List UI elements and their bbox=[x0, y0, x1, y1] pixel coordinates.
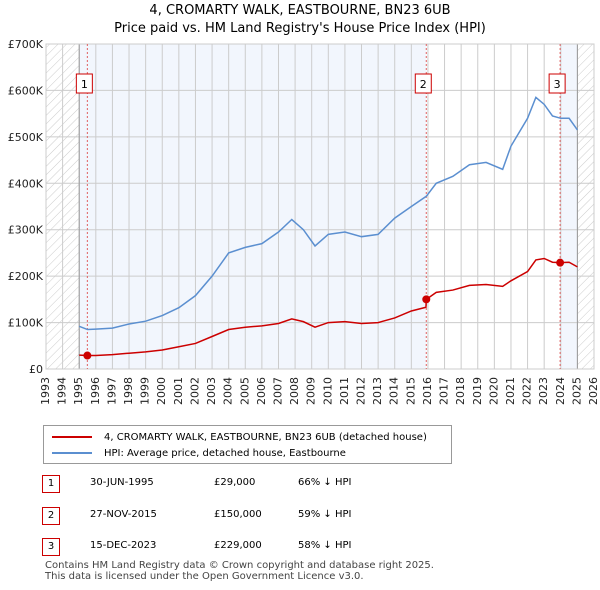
y-tick-label: £300K bbox=[8, 224, 44, 237]
legend-item-property: 4, CROMARTY WALK, EASTBOURNE, BN23 6UB (… bbox=[52, 430, 427, 444]
x-tick-label: 2026 bbox=[587, 377, 600, 405]
footer-line: This data is licensed under the Open Gov… bbox=[45, 571, 364, 582]
x-tick-label: 2016 bbox=[421, 377, 434, 405]
transaction-row: 1 30-JUN-1995 £29,000 66% ↓ HPI bbox=[0, 475, 600, 493]
price: £229,000 bbox=[214, 540, 262, 551]
x-tick-label: 1998 bbox=[122, 377, 135, 405]
x-tick-label: 2017 bbox=[438, 377, 451, 405]
marker-badge: 2 bbox=[42, 507, 60, 525]
transaction-row: 2 27-NOV-2015 £150,000 59% ↓ HPI bbox=[0, 507, 600, 525]
legend-swatch-blue bbox=[52, 452, 92, 454]
sale-label-box bbox=[414, 73, 432, 94]
x-tick-label: 2021 bbox=[504, 377, 517, 405]
x-tick-label: 2020 bbox=[487, 377, 500, 405]
x-tick-label: 2012 bbox=[355, 377, 368, 405]
chart-title: 4, CROMARTY WALK, EASTBOURNE, BN23 6UB P… bbox=[0, 2, 600, 38]
hpi-diff: 59% ↓ HPI bbox=[298, 509, 352, 520]
x-tick-label: 2011 bbox=[338, 377, 351, 405]
x-tick-label: 2010 bbox=[321, 377, 334, 405]
date: 30-JUN-1995 bbox=[90, 477, 154, 488]
x-tick-label: 2019 bbox=[471, 377, 484, 405]
x-tick-label: 2024 bbox=[554, 377, 567, 405]
legend-swatch-red bbox=[52, 436, 92, 438]
x-tick-label: 2025 bbox=[570, 377, 583, 405]
marker-badge: 1 bbox=[42, 475, 60, 493]
x-tick-label: 2004 bbox=[222, 377, 235, 405]
x-tick-label: 2009 bbox=[305, 377, 318, 405]
sale-point bbox=[422, 295, 431, 304]
y-tick-label: £700K bbox=[8, 38, 44, 51]
price: £29,000 bbox=[214, 477, 256, 488]
sale-point bbox=[83, 351, 92, 360]
sale-label: 2 bbox=[420, 78, 427, 91]
plot-border bbox=[45, 43, 595, 370]
x-tick-label: 1999 bbox=[139, 377, 152, 405]
series-line bbox=[79, 257, 578, 357]
date: 27-NOV-2015 bbox=[90, 509, 157, 520]
footer: Contains HM Land Registry data © Crown c… bbox=[45, 560, 434, 582]
legend-item-hpi: HPI: Average price, detached house, East… bbox=[52, 446, 346, 460]
x-tick-label: 2022 bbox=[521, 377, 534, 405]
plot-area: 1993 1994 1995 1996 1997 1998 1999 2000 2001 2002… bbox=[8, 38, 600, 405]
legend: 4, CROMARTY WALK, EASTBOURNE, BN23 6UB (… bbox=[43, 425, 452, 464]
subtitle-line: Price paid vs. HM Land Registry's House … bbox=[114, 21, 486, 36]
x-tick-label: 2003 bbox=[205, 377, 218, 405]
title-line: 4, CROMARTY WALK, EASTBOURNE, BN23 6UB bbox=[149, 3, 451, 18]
y-tick-label: £600K bbox=[8, 84, 44, 97]
y-tick-label: £200K bbox=[8, 270, 44, 283]
sale-label: 3 bbox=[554, 78, 561, 91]
x-tick-label: 1993 bbox=[39, 377, 52, 405]
x-tick-label: 1997 bbox=[105, 377, 118, 405]
sale-label-box bbox=[75, 73, 93, 94]
x-tick-label: 2007 bbox=[271, 377, 284, 405]
x-tick-label: 2013 bbox=[371, 377, 384, 405]
series-line bbox=[78, 96, 579, 331]
hatched-region-post bbox=[577, 44, 594, 369]
hpi-diff: 66% ↓ HPI bbox=[298, 477, 352, 488]
y-tick-label: £0 bbox=[29, 363, 43, 376]
x-tick-label: 1994 bbox=[56, 377, 69, 405]
transaction-row: 3 15-DEC-2023 £229,000 58% ↓ HPI bbox=[0, 538, 600, 556]
y-tick-label: £500K bbox=[8, 131, 44, 144]
x-tick-label: 2005 bbox=[238, 377, 251, 405]
sale-label: 1 bbox=[81, 78, 88, 91]
hpi-diff: 58% ↓ HPI bbox=[298, 540, 352, 551]
shaded-period bbox=[79, 44, 427, 369]
x-tick-label: 2002 bbox=[188, 377, 201, 405]
x-tick-label: 2000 bbox=[155, 377, 168, 405]
x-tick-label: 2018 bbox=[454, 377, 467, 405]
shaded-period bbox=[560, 44, 578, 369]
y-tick-label: £400K bbox=[8, 177, 44, 190]
y-tick-label: £100K bbox=[8, 317, 44, 330]
x-tick-label: 2015 bbox=[404, 377, 417, 405]
date: 15-DEC-2023 bbox=[90, 540, 157, 551]
price: £150,000 bbox=[214, 509, 262, 520]
x-tick-label: 2023 bbox=[537, 377, 550, 405]
sale-label-box bbox=[548, 73, 566, 94]
x-tick-label: 1995 bbox=[72, 377, 85, 405]
legend-label: 4, CROMARTY WALK, EASTBOURNE, BN23 6UB (… bbox=[104, 431, 427, 443]
x-tick-label: 1996 bbox=[89, 377, 102, 405]
footer-line: Contains HM Land Registry data © Crown c… bbox=[45, 560, 434, 571]
marker-badge: 3 bbox=[42, 538, 60, 556]
sale-point bbox=[556, 258, 565, 267]
x-tick-label: 2008 bbox=[288, 377, 301, 405]
x-tick-label: 2006 bbox=[255, 377, 268, 405]
legend-label: HPI: Average price, detached house, East… bbox=[104, 447, 346, 459]
x-tick-label: 2001 bbox=[172, 377, 185, 405]
x-tick-label: 2014 bbox=[388, 377, 401, 405]
